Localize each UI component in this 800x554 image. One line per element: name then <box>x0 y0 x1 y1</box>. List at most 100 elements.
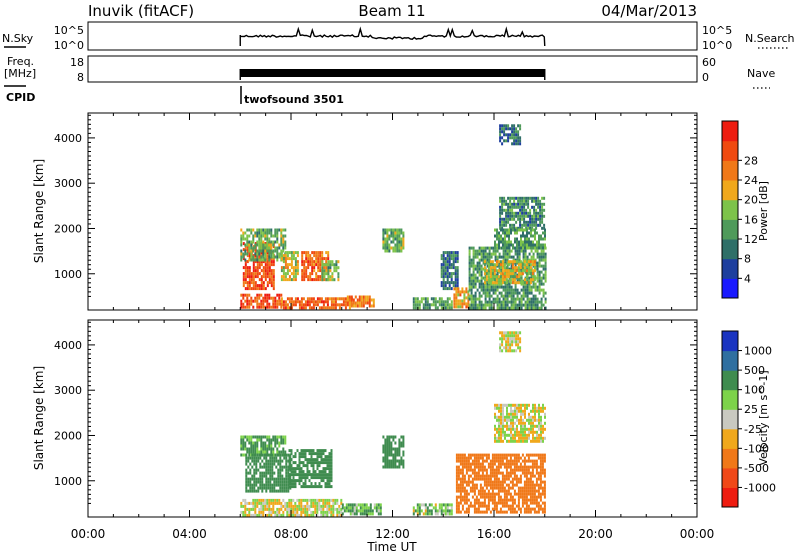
data-cell <box>335 263 338 267</box>
data-cell <box>536 418 538 422</box>
data-cell <box>459 305 462 309</box>
data-cell <box>537 196 540 200</box>
data-cell <box>527 281 530 285</box>
data-cell <box>326 461 329 465</box>
data-cell <box>481 456 484 460</box>
data-cell <box>519 480 522 484</box>
data-cell <box>514 285 517 289</box>
data-cell <box>258 302 261 306</box>
data-cell <box>526 306 529 310</box>
data-cell <box>532 246 534 250</box>
data-cell <box>454 251 457 255</box>
data-cell <box>539 477 542 481</box>
data-cell <box>522 255 525 259</box>
data-cell <box>265 477 268 481</box>
data-cell <box>276 258 279 262</box>
data-cell <box>274 498 277 502</box>
data-cell <box>278 450 281 454</box>
data-cell <box>282 237 285 241</box>
data-cell <box>249 480 252 484</box>
data-cell <box>525 474 528 478</box>
data-cell <box>290 278 293 282</box>
data-cell <box>304 507 307 511</box>
data-cell <box>316 300 319 304</box>
data-cell <box>273 480 276 484</box>
data-cell <box>300 473 303 477</box>
data-cell <box>455 477 458 481</box>
data-cell <box>424 506 427 510</box>
data-cell <box>543 196 546 200</box>
data-cell <box>352 298 355 302</box>
data-cell <box>263 456 266 460</box>
data-cell <box>367 506 370 510</box>
data-cell <box>538 427 540 431</box>
data-cell <box>500 240 502 244</box>
data-cell <box>256 255 259 259</box>
data-cell <box>290 458 293 462</box>
data-cell <box>278 252 281 256</box>
data-cell <box>446 297 449 301</box>
data-cell <box>537 211 540 215</box>
data-cell <box>509 453 512 457</box>
data-cell <box>534 439 536 443</box>
data-cell <box>332 504 335 508</box>
data-cell <box>284 450 287 454</box>
data-cell <box>268 252 271 256</box>
data-cell <box>254 513 257 517</box>
data-cell <box>424 306 427 310</box>
data-cell <box>498 264 501 268</box>
data-cell <box>529 281 532 285</box>
data-cell <box>444 281 447 285</box>
data-cell <box>544 237 546 241</box>
data-cell <box>384 450 387 454</box>
data-cell <box>454 254 457 258</box>
data-cell <box>288 461 291 465</box>
data-cell <box>531 462 534 466</box>
data-cell <box>542 409 544 413</box>
data-cell <box>456 275 459 279</box>
data-cell <box>402 444 405 448</box>
data-cell <box>536 409 538 413</box>
data-cell <box>537 504 540 508</box>
sky-panel <box>87 21 698 51</box>
data-cell <box>267 468 270 472</box>
data-cell <box>396 237 399 241</box>
data-cell <box>534 406 536 410</box>
data-cell <box>277 471 280 475</box>
data-cell <box>472 276 475 280</box>
data-cell <box>521 202 524 206</box>
data-cell <box>242 513 245 517</box>
data-cell <box>248 249 251 253</box>
data-cell <box>244 447 247 451</box>
data-cell <box>281 465 284 469</box>
data-cell <box>249 456 252 460</box>
data-cell <box>494 439 496 443</box>
data-cell <box>390 231 393 235</box>
data-cell <box>248 287 251 291</box>
data-cell <box>514 252 517 256</box>
data-cell <box>266 302 269 306</box>
data-cell <box>532 433 534 437</box>
data-cell <box>510 427 512 431</box>
data-cell <box>282 306 285 310</box>
data-cell <box>396 459 399 463</box>
data-cell <box>513 492 516 496</box>
data-cell <box>292 257 295 261</box>
data-cell <box>286 257 289 261</box>
data-cell <box>503 504 506 508</box>
data-cell <box>294 266 297 270</box>
data-cell <box>400 462 403 466</box>
data-cell <box>281 489 284 493</box>
data-cell <box>258 513 261 517</box>
data-cell <box>268 231 271 235</box>
data-cell <box>534 409 536 413</box>
data-cell <box>511 331 514 335</box>
data-cell <box>303 275 306 279</box>
data-cell <box>264 228 267 232</box>
data-cell <box>537 486 540 490</box>
data-cell <box>361 509 364 513</box>
data-cell <box>461 486 464 490</box>
data-cell <box>262 266 265 270</box>
data-cell <box>379 503 382 507</box>
data-cell <box>511 142 514 146</box>
